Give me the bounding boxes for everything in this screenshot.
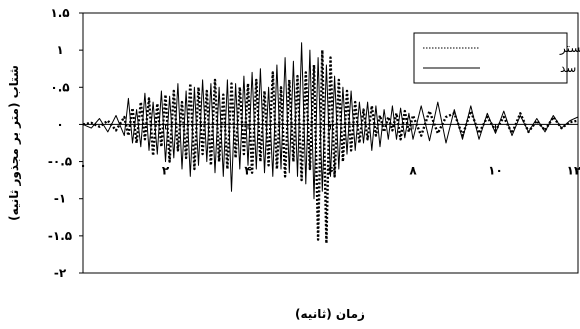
y-tick-label-3: ۰ — [56, 117, 63, 131]
y-axis-title: شتاب (متر بر مجذور ثانیه) — [7, 65, 22, 221]
x-tick-label-5: ۱۲ — [567, 163, 580, 177]
legend-box — [413, 32, 568, 84]
x-axis-title: زمان (ثانیه) — [295, 307, 365, 321]
y-tick-label-2: ۰.۵ — [50, 80, 69, 94]
legend-label-dam-crest: تاج سد — [560, 61, 580, 75]
y-tick-label-1: ۱ — [56, 43, 63, 57]
legend: سنگ بستر تاج سد — [413, 32, 580, 84]
y-tick-label-0: ۱.۵ — [50, 6, 69, 20]
legend-label-bedrock: سنگ بستر — [559, 41, 580, 56]
x-tick-label-1: ۴ — [244, 163, 251, 177]
series-line-bedrock — [82, 48, 579, 245]
y-tick-label-4: -۰.۵ — [48, 155, 72, 169]
x-tick-label-4: ۱۰ — [488, 163, 503, 177]
y-tick-label-5: -۱ — [54, 192, 66, 206]
x-tick-label-0: ۲ — [162, 163, 170, 177]
y-tick-labels: ۱.۵ ۱ ۰.۵ ۰ -۰.۵ -۱ -۱.۵ -۲ — [48, 6, 72, 280]
y-tick-label-7: -۲ — [54, 266, 67, 280]
plot-area — [82, 12, 579, 274]
y-tick-label-6: -۱.۵ — [48, 229, 72, 243]
axis-ticks — [79, 12, 579, 274]
x-tick-label-3: ۸ — [409, 163, 417, 177]
series-line-dam-crest — [82, 42, 579, 200]
series-layer — [82, 42, 579, 245]
